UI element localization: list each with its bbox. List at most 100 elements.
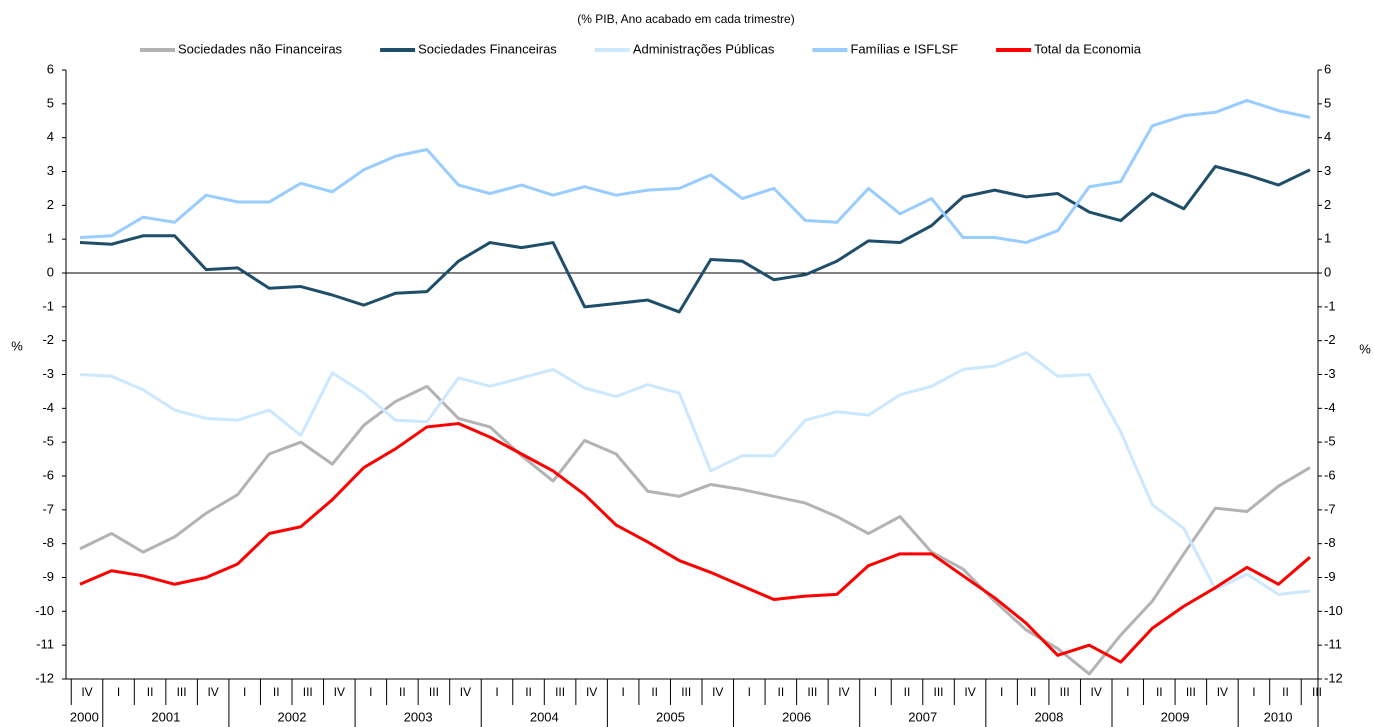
y-tick-label: -1: [42, 298, 54, 313]
quarter-label: III: [1186, 685, 1196, 699]
quarter-label: II: [651, 685, 658, 699]
y-tick-label: 6: [47, 61, 54, 76]
y2-tick-label: -6: [1324, 467, 1336, 482]
y2-tick-label: -3: [1324, 366, 1336, 381]
series-line: [79, 422, 1311, 664]
series-line: [79, 164, 1311, 314]
quarter-label: III: [681, 685, 691, 699]
quarter-label: III: [934, 685, 944, 699]
y-tick-label: -10: [35, 603, 54, 618]
year-label: 2004: [530, 709, 559, 724]
year-label: 2003: [404, 709, 433, 724]
legend-label: Sociedades Financeiras: [418, 41, 557, 56]
quarter-label: II: [778, 685, 785, 699]
y-tick-label: 0: [47, 264, 54, 279]
y2-tick-label: -2: [1324, 332, 1336, 347]
quarter-label: II: [525, 685, 532, 699]
quarter-label: I: [621, 685, 624, 699]
y-tick-label: -8: [42, 535, 54, 550]
y2-tick-label: 5: [1324, 95, 1331, 110]
y2-tick-label: 2: [1324, 197, 1331, 212]
y-tick-label: 5: [47, 95, 54, 110]
quarter-label: IV: [1091, 685, 1102, 699]
quarter-label: I: [1126, 685, 1129, 699]
legend-label: Famílias e ISFLSF: [850, 41, 958, 56]
y2-tick-label: -5: [1324, 434, 1336, 449]
quarter-label: II: [1282, 685, 1289, 699]
y-tick-label: 4: [47, 129, 54, 144]
y-tick-label: 3: [47, 163, 54, 178]
quarter-label: II: [1156, 685, 1163, 699]
year-label: 2005: [656, 709, 685, 724]
year-label: 2001: [151, 709, 180, 724]
y-axis-label: %: [11, 338, 23, 353]
series-line: [79, 351, 1311, 596]
y2-tick-label: 1: [1324, 231, 1331, 246]
year-label: 2006: [782, 709, 811, 724]
quarter-label: I: [369, 685, 372, 699]
y2-tick-label: -4: [1324, 400, 1336, 415]
quarter-label: II: [904, 685, 911, 699]
quarter-label: II: [1030, 685, 1037, 699]
legend-label: Administrações Públicas: [633, 41, 775, 56]
quarter-label: I: [874, 685, 877, 699]
quarter-label: III: [303, 685, 313, 699]
y2-tick-label: 0: [1324, 264, 1331, 279]
year-label: 2009: [1161, 709, 1190, 724]
y2-tick-label: 6: [1324, 61, 1331, 76]
y-tick-label: -12: [35, 670, 54, 685]
chart-title: (% PIB, Ano acabado em cada trimestre): [577, 12, 794, 26]
legend-label: Sociedades não Financeiras: [178, 41, 343, 56]
y2-axis-label: %: [1359, 341, 1371, 356]
quarter-label: IV: [460, 685, 471, 699]
y2-tick-label: 4: [1324, 129, 1331, 144]
quarter-label: III: [1312, 685, 1322, 699]
quarter-label: II: [399, 685, 406, 699]
quarter-label: III: [177, 685, 187, 699]
legend-label: Total da Economia: [1034, 41, 1142, 56]
quarter-label: IV: [838, 685, 849, 699]
y-tick-label: 2: [47, 197, 54, 212]
series-line: [79, 98, 1311, 245]
y-tick-label: -3: [42, 366, 54, 381]
y2-tick-label: 3: [1324, 163, 1331, 178]
quarter-label: I: [117, 685, 120, 699]
quarter-label: III: [807, 685, 817, 699]
y2-tick-label: -9: [1324, 569, 1336, 584]
year-label: 2002: [278, 709, 307, 724]
y2-tick-label: -1: [1324, 298, 1336, 313]
quarter-label: IV: [712, 685, 723, 699]
y2-tick-label: -12: [1324, 670, 1343, 685]
y-tick-label: -11: [36, 637, 54, 652]
y-tick-label: -4: [42, 400, 54, 415]
quarter-label: III: [555, 685, 565, 699]
quarter-label: IV: [1217, 685, 1228, 699]
quarter-label: III: [429, 685, 439, 699]
quarter-label: IV: [334, 685, 345, 699]
year-label: 2007: [908, 709, 937, 724]
quarter-label: IV: [207, 685, 218, 699]
y-tick-label: 1: [47, 231, 54, 246]
quarter-label: I: [1000, 685, 1003, 699]
y2-tick-label: -11: [1324, 637, 1342, 652]
quarter-label: I: [495, 685, 498, 699]
quarter-label: IV: [586, 685, 597, 699]
y-tick-label: -7: [42, 501, 54, 516]
year-label: 2008: [1034, 709, 1063, 724]
y2-tick-label: -8: [1324, 535, 1336, 550]
y-tick-label: -9: [42, 569, 54, 584]
quarter-label: I: [243, 685, 246, 699]
y-tick-label: -2: [42, 332, 54, 347]
y-tick-label: -5: [42, 434, 54, 449]
quarter-label: I: [748, 685, 751, 699]
quarter-label: III: [1060, 685, 1070, 699]
quarter-label: II: [147, 685, 154, 699]
y2-tick-label: -7: [1324, 501, 1336, 516]
quarter-label: II: [273, 685, 280, 699]
y-tick-label: -6: [42, 467, 54, 482]
y2-tick-label: -10: [1324, 603, 1343, 618]
quarter-label: IV: [964, 685, 975, 699]
quarter-label: IV: [81, 685, 92, 699]
